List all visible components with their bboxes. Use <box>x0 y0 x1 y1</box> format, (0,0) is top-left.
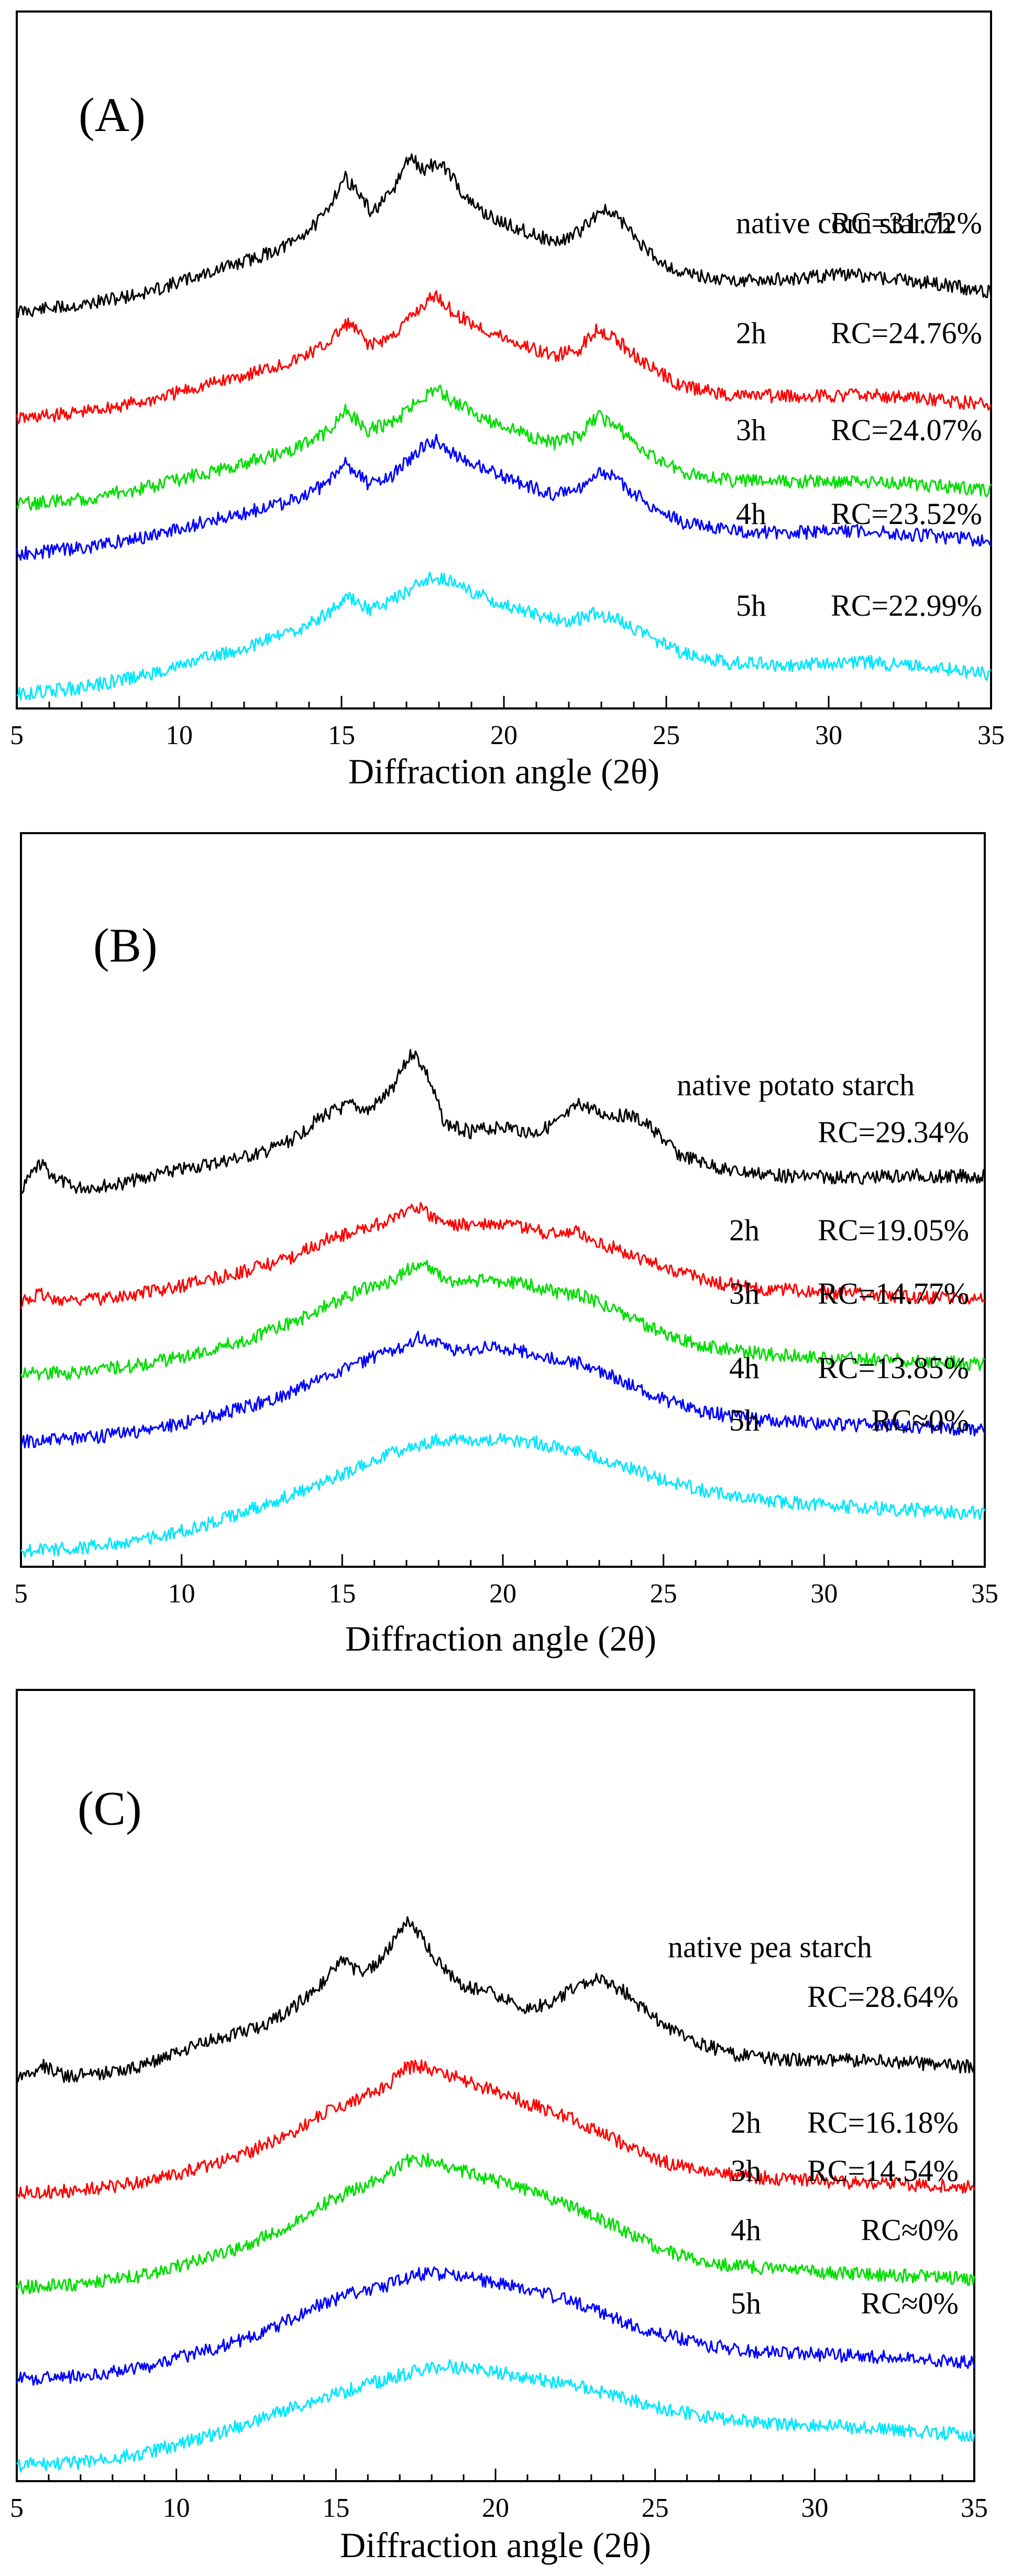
panel-b-label: (B) <box>93 919 158 972</box>
panel-a-rc-annotation-native: RC=31.72% <box>831 206 982 240</box>
panel-c-rc-annotation-2h: RC=16.18% <box>807 2105 959 2140</box>
panel-a-tick-label-20: 20 <box>490 721 518 750</box>
panel-b-tick-label-20: 20 <box>489 1579 516 1609</box>
panel-c-tick-label-35: 35 <box>961 2493 988 2523</box>
panel-a-xlabel: Diffraction angle (2θ) <box>348 751 659 791</box>
panel-a-series-label-5h: 5h <box>736 588 766 623</box>
panel-a-label: (A) <box>79 88 146 141</box>
panel-c-series-label-4h: 4h <box>731 2213 761 2247</box>
panel-c-traces <box>16 1916 975 2473</box>
panel-a-tick-label-30: 30 <box>815 721 842 750</box>
panel-a-trace-5h <box>16 572 992 701</box>
panel-a-tick-label-10: 10 <box>166 721 193 750</box>
panel-b-trace-5h <box>20 1432 986 1558</box>
panel-b-traces <box>20 1049 986 1558</box>
panel-c-tick-label-15: 15 <box>322 2493 349 2523</box>
panel-a-series-label-native: native corn starch <box>736 206 952 240</box>
panel-b-xlabel: Diffraction angle (2θ) <box>345 1619 656 1658</box>
panel-b-trace-3h <box>20 1260 986 1381</box>
panel-b-x-ticks: 5 10 15 20 25 30 35 <box>14 1554 998 1609</box>
panel-a-trace-4h <box>16 433 992 561</box>
panel-a-rc-annotation-3h: RC=24.07% <box>831 413 982 447</box>
panel-b-tick-label-10: 10 <box>168 1579 195 1609</box>
panel-a-trace-native <box>16 153 992 318</box>
panel-b-trace-native <box>20 1049 985 1194</box>
panel-c: 5 10 15 20 25 30 35 (C) Diffraction angle (2θ)… <box>10 1689 988 2565</box>
panel-b-rc-annotation-4h: RC=13.85% <box>818 1351 969 1385</box>
panel-c-rc-annotation-3h: RC=14.54% <box>807 2154 959 2188</box>
panel-b-rc-annotation-2h: RC=19.05% <box>818 1213 969 1247</box>
panel-b-tick-label-15: 15 <box>328 1579 356 1609</box>
panel-b-tick-label-5: 5 <box>14 1579 28 1609</box>
panel-a-rc-annotation-4h: RC=23.52% <box>831 497 982 531</box>
panel-b-series-label-native: native potato starch <box>677 1068 915 1102</box>
panel-c-xlabel: Diffraction angle (2θ) <box>340 2525 651 2565</box>
panel-b-trace-4h <box>20 1330 986 1449</box>
panel-c-series-label-native: native pea starch <box>668 1930 872 1964</box>
panel-c-trace-3h <box>16 2153 975 2295</box>
panel-c-tick-label-5: 5 <box>10 2493 24 2523</box>
panel-a-tick-label-35: 35 <box>977 721 1005 750</box>
panel-b-rc-annotation-native: RC=29.34% <box>818 1115 969 1149</box>
panel-c-tick-label-30: 30 <box>801 2493 828 2523</box>
panel-b-series-label-5h: 5h <box>729 1403 760 1437</box>
panel-c-trace-5h <box>16 2359 975 2473</box>
panel-b-rc-annotation-3h: RC=14.77% <box>818 1276 969 1311</box>
panel-c-series-label-5h: 5h <box>731 2286 761 2320</box>
panel-c-rc-annotation-4h: RC≈0% <box>861 2213 959 2247</box>
panel-a-trace-3h <box>16 384 992 511</box>
panel-a-trace-2h <box>16 290 992 424</box>
panel-c-series-label-3h: 3h <box>731 2154 761 2188</box>
panel-c-rc-annotation-native: RC=28.64% <box>807 1980 959 2014</box>
panel-b-series-label-4h: 4h <box>729 1351 760 1385</box>
panel-a-traces <box>16 153 992 701</box>
panel-b: 5 10 15 20 25 30 35 (B) Diffraction angle (2θ)… <box>14 832 998 1658</box>
panel-c-trace-4h <box>16 2266 975 2386</box>
panel-c-tick-label-10: 10 <box>163 2493 190 2523</box>
panel-a-series-label-2h: 2h <box>736 316 766 350</box>
panel-c-rc-annotation-5h: RC≈0% <box>861 2286 959 2320</box>
panel-b-series-label-3h: 3h <box>729 1276 760 1311</box>
panel-b-series-label-2h: 2h <box>729 1213 760 1247</box>
panel-c-label: (C) <box>78 1782 142 1835</box>
panel-c-series-label-2h: 2h <box>731 2105 761 2140</box>
panel-b-tick-label-30: 30 <box>810 1579 838 1609</box>
panel-a-series-label-3h: 3h <box>736 413 766 447</box>
panel-c-x-ticks: 5 10 15 20 25 30 35 <box>10 2469 988 2523</box>
panel-c-trace-native <box>16 1916 975 2083</box>
panel-a-tick-label-15: 15 <box>328 721 355 750</box>
panel-a-tick-label-5: 5 <box>10 721 24 750</box>
panel-a-rc-annotation-2h: RC=24.76% <box>831 316 982 350</box>
panel-b-tick-label-35: 35 <box>971 1579 998 1609</box>
panel-a-rc-annotation-5h: RC=22.99% <box>831 588 982 623</box>
panel-a-series-label-4h: 4h <box>736 497 766 531</box>
panel-b-trace-2h <box>20 1202 985 1309</box>
panel-c-trace-2h <box>16 2059 975 2199</box>
panel-a: 5 10 15 20 25 30 35 (A) Diffraction angle (2θ)… <box>10 10 1005 791</box>
panel-c-tick-label-20: 20 <box>482 2493 509 2523</box>
panel-a-tick-label-25: 25 <box>653 721 680 750</box>
panel-c-tick-label-25: 25 <box>642 2493 669 2523</box>
panel-a-x-ticks: 5 10 15 20 25 30 35 <box>10 696 1005 750</box>
panel-b-tick-label-25: 25 <box>650 1579 677 1609</box>
panel-b-rc-annotation-5h: RC≈0% <box>871 1403 969 1437</box>
